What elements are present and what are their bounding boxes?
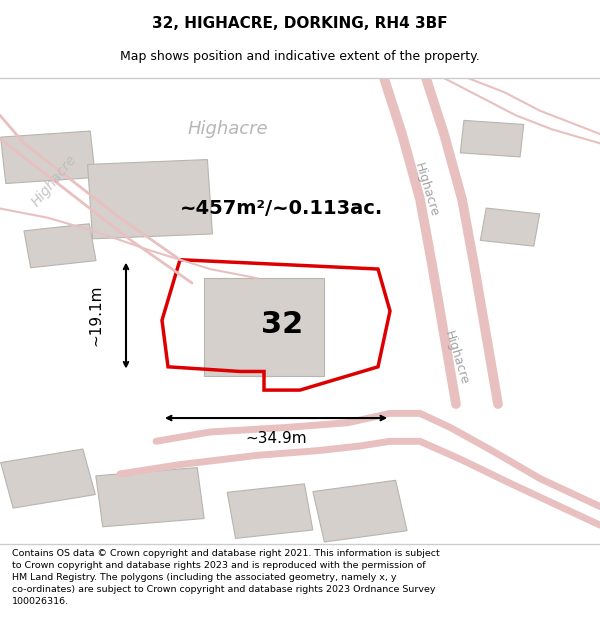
Polygon shape	[227, 484, 313, 538]
Text: ~457m²/~0.113ac.: ~457m²/~0.113ac.	[181, 199, 383, 218]
Text: Highacre: Highacre	[29, 152, 79, 209]
Polygon shape	[313, 480, 407, 542]
Polygon shape	[96, 468, 204, 527]
Text: Highacre: Highacre	[442, 329, 470, 386]
Polygon shape	[1, 449, 95, 508]
Text: Highacre: Highacre	[412, 161, 440, 219]
Text: ~34.9m: ~34.9m	[245, 431, 307, 446]
Polygon shape	[24, 224, 96, 268]
Text: 32, HIGHACRE, DORKING, RH4 3BF: 32, HIGHACRE, DORKING, RH4 3BF	[152, 16, 448, 31]
Text: ~19.1m: ~19.1m	[89, 285, 104, 346]
Polygon shape	[481, 208, 539, 246]
Text: Highacre: Highacre	[188, 121, 268, 138]
Polygon shape	[204, 278, 324, 376]
Polygon shape	[460, 121, 524, 157]
Polygon shape	[1, 131, 95, 184]
Polygon shape	[88, 159, 212, 239]
Text: Map shows position and indicative extent of the property.: Map shows position and indicative extent…	[120, 50, 480, 62]
Text: 32: 32	[261, 311, 303, 339]
Text: Contains OS data © Crown copyright and database right 2021. This information is : Contains OS data © Crown copyright and d…	[12, 549, 440, 606]
